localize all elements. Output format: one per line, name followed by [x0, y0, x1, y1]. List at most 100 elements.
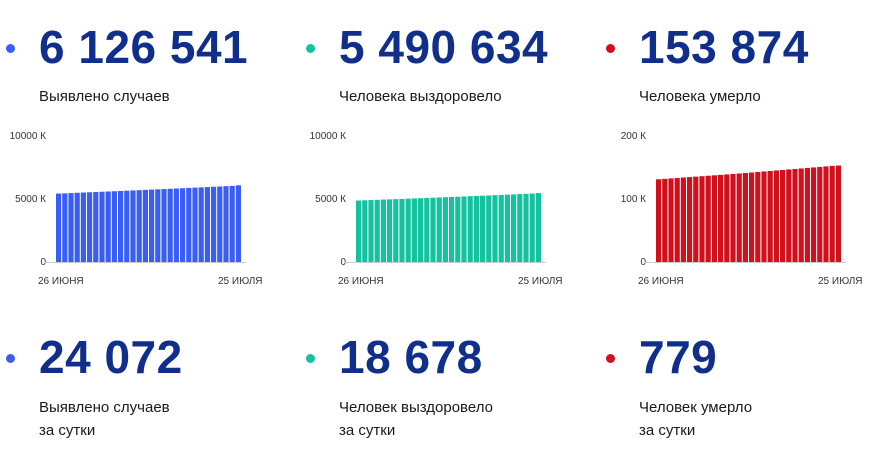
chart-bar	[811, 167, 817, 262]
cases-dot-icon	[6, 44, 15, 53]
chart-bar	[511, 194, 517, 262]
chart-bar	[56, 193, 62, 262]
chart-bar	[718, 174, 724, 262]
chart-bar	[498, 194, 504, 262]
chart-bar	[411, 198, 417, 262]
chart-bar	[87, 192, 93, 262]
stats-column-recovered: 5 490 634 Человека выздоровело 10000 К 50…	[300, 0, 580, 457]
chart-bar	[823, 166, 829, 262]
chart-bar	[198, 187, 204, 262]
chart-bar	[461, 196, 467, 262]
y-tick-label: 0	[340, 257, 346, 268]
chart-bar	[705, 175, 711, 262]
chart-bar	[835, 165, 841, 262]
chart-bar	[742, 172, 748, 262]
chart-bar	[167, 188, 173, 262]
daily-recovered-value: 18 678	[339, 331, 483, 383]
total-cases-value: 6 126 541	[39, 21, 249, 73]
chart-bar	[362, 200, 368, 262]
daily-recovered-dot-icon	[306, 354, 315, 363]
recovered-dot-icon	[306, 44, 315, 53]
chart-bar	[374, 199, 380, 262]
chart-bar	[749, 172, 755, 262]
chart-bar	[486, 195, 492, 262]
chart-bar	[687, 177, 693, 262]
chart-bar	[480, 195, 486, 262]
chart-bar	[492, 195, 498, 262]
chart-bar	[786, 169, 792, 262]
daily-deaths-value: 779	[639, 331, 718, 383]
chart-bar	[180, 188, 186, 262]
chart-bar	[755, 171, 761, 262]
chart-bar	[399, 198, 405, 262]
chart-bar	[136, 190, 142, 262]
y-tick-label: 10000 К	[310, 131, 347, 142]
y-tick-label: 5000 К	[15, 194, 46, 205]
y-tick-label: 10000 К	[10, 131, 47, 142]
chart-bar	[792, 168, 798, 262]
chart-bar	[105, 191, 111, 262]
total-cases-label: Выявлено случаев	[39, 88, 170, 105]
daily-cases-label: Выявлено случаев	[39, 399, 170, 416]
chart-bar	[535, 193, 541, 262]
y-tick-label: 0	[640, 257, 646, 268]
daily-deaths-dot-icon	[606, 354, 615, 363]
chart-bar	[699, 176, 705, 262]
chart-bar	[711, 175, 717, 262]
chart-bar	[523, 193, 529, 262]
y-tick-label: 200 К	[621, 131, 646, 142]
chart-bar	[467, 196, 473, 262]
chart-bar	[504, 194, 510, 262]
chart-bar	[204, 187, 210, 262]
chart-bar	[418, 198, 424, 262]
x-tick-label-start: 26 ИЮНЯ	[38, 276, 84, 287]
stats-column-deaths: 153 874 Человека умерло 200 К 100 К 0 26 ИЮ…	[600, 0, 877, 457]
chart-bar	[235, 185, 241, 262]
chart-bar	[442, 197, 448, 262]
recovered-chart: 10000 К 5000 К 0 26 ИЮНЯ 25 ИЮЛЯ	[310, 131, 563, 287]
chart-bar	[693, 176, 699, 262]
total-recovered-label: Человека выздоровело	[339, 88, 502, 105]
chart-bar	[529, 193, 535, 262]
total-deaths-value: 153 874	[639, 21, 809, 73]
chart-bar	[93, 192, 99, 262]
chart-bar	[368, 200, 374, 262]
chart-bar	[780, 169, 786, 262]
chart-bar	[773, 170, 779, 262]
y-tick-label: 5000 К	[315, 194, 346, 205]
chart-bar	[62, 193, 68, 262]
daily-deaths-label: Человек умерло	[639, 399, 753, 416]
chart-bar	[142, 189, 148, 262]
chart-bar	[761, 171, 767, 262]
chart-bar	[223, 186, 229, 262]
x-tick-label-start: 26 ИЮНЯ	[338, 276, 384, 287]
x-tick-label-end: 25 ИЮЛЯ	[218, 276, 263, 287]
chart-bar	[680, 177, 686, 262]
chart-bar	[724, 174, 730, 262]
deaths-dot-icon	[606, 44, 615, 53]
chart-bar	[668, 178, 674, 262]
chart-bar	[387, 199, 393, 262]
chart-bar	[405, 198, 411, 262]
chart-bar	[68, 193, 74, 262]
daily-deaths-sublabel: за сутки	[639, 422, 696, 439]
chart-bar	[436, 197, 442, 262]
chart-bar	[449, 196, 455, 262]
chart-bar	[155, 189, 161, 262]
chart-bar	[730, 173, 736, 262]
daily-recovered-label: Человек выздоровело	[339, 399, 493, 416]
daily-cases-sublabel: за сутки	[39, 422, 96, 439]
chart-bar	[173, 188, 179, 262]
cases-chart: 10000 К 5000 К 0 26 ИЮНЯ 25 ИЮЛЯ	[10, 131, 263, 287]
chart-bar	[424, 197, 430, 262]
y-tick-label: 100 К	[621, 194, 646, 205]
chart-bar	[130, 190, 136, 262]
chart-bar	[798, 168, 804, 262]
chart-bar	[356, 200, 362, 262]
chart-bar	[192, 187, 198, 262]
x-tick-label-end: 25 ИЮЛЯ	[818, 276, 863, 287]
x-tick-label-end: 25 ИЮЛЯ	[518, 276, 563, 287]
chart-bar	[99, 191, 105, 262]
chart-bar	[674, 177, 680, 262]
chart-bar	[149, 189, 155, 262]
